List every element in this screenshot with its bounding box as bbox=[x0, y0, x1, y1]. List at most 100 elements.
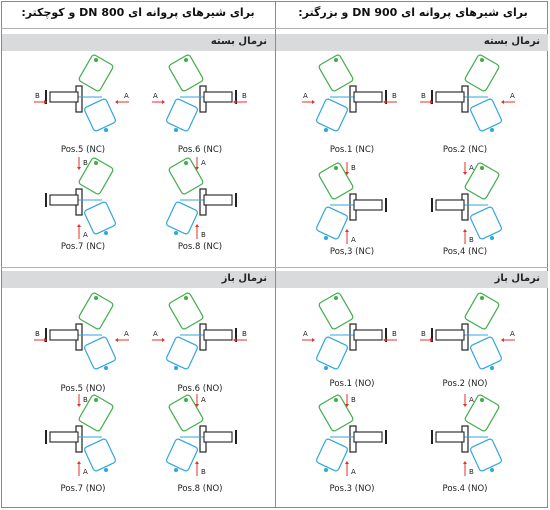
flow-arrow-head bbox=[44, 100, 47, 104]
green-actuator-port bbox=[480, 166, 484, 170]
green-actuator bbox=[78, 157, 114, 195]
flow-label: A bbox=[510, 92, 515, 100]
blue-actuator bbox=[316, 206, 348, 240]
flow-arrow-head bbox=[383, 338, 386, 342]
caption-pos4-nc: Pos,4 (NC) bbox=[442, 247, 488, 257]
valve-diagram-pos8-nc: AB bbox=[166, 157, 237, 239]
band-normally-closed-left: نرمال بسته bbox=[2, 34, 275, 51]
gearbox bbox=[49, 194, 79, 206]
flow-arrow-head bbox=[463, 229, 467, 232]
gearbox bbox=[353, 91, 383, 103]
flow-label: B bbox=[421, 330, 426, 338]
flow-arrow-head bbox=[162, 100, 165, 104]
flow-label: B bbox=[201, 468, 206, 476]
green-actuator bbox=[168, 292, 204, 330]
blue-actuator bbox=[166, 438, 198, 472]
caption-pos1-nc: Pos.1 (NC) bbox=[329, 145, 375, 155]
flow-arrow-head bbox=[430, 338, 433, 342]
caption-pos4-no: Pos.4 (NO) bbox=[442, 484, 488, 494]
blue-actuator bbox=[84, 438, 116, 472]
blue-actuator bbox=[84, 201, 116, 235]
blue-actuator-port bbox=[490, 128, 494, 132]
flow-label: B bbox=[421, 92, 426, 100]
flow-arrow-head bbox=[44, 338, 47, 342]
flow-label: A bbox=[303, 92, 308, 100]
valve-diagram-pos4-no: AB bbox=[431, 394, 502, 476]
flow-label: A bbox=[469, 164, 474, 172]
caption-pos1-no: Pos.1 (NO) bbox=[329, 379, 375, 389]
green-actuator-port bbox=[480, 58, 484, 62]
blue-actuator-port bbox=[104, 468, 108, 472]
green-actuator bbox=[318, 162, 354, 200]
blue-actuator bbox=[316, 336, 348, 370]
blue-actuator-port bbox=[174, 231, 178, 235]
band-normally-closed-right: نرمال بسته bbox=[276, 34, 548, 51]
blue-actuator-port bbox=[174, 468, 178, 472]
flow-arrow-head bbox=[463, 172, 467, 175]
green-actuator-port bbox=[480, 398, 484, 402]
flow-label: B bbox=[35, 92, 40, 100]
flow-arrow-head bbox=[345, 229, 349, 232]
flow-label: B bbox=[351, 164, 356, 172]
flow-label: A bbox=[153, 330, 158, 338]
green-actuator-port bbox=[334, 296, 338, 300]
blue-actuator-port bbox=[324, 236, 328, 240]
flow-arrow-head bbox=[501, 100, 504, 104]
caption-pos2-nc: Pos.2 (NC) bbox=[442, 145, 488, 155]
flow-label: A bbox=[351, 236, 356, 244]
valve-diagram-pos4-nc: AB bbox=[431, 162, 502, 244]
blue-actuator bbox=[84, 336, 116, 370]
flow-label: B bbox=[351, 396, 356, 404]
flow-label: A bbox=[124, 330, 129, 338]
flow-arrow-head bbox=[430, 100, 433, 104]
flow-label: B bbox=[469, 236, 474, 244]
flow-arrow-head bbox=[312, 338, 315, 342]
gearbox bbox=[353, 431, 383, 443]
section-rule bbox=[1, 267, 548, 268]
flow-arrow-head bbox=[77, 404, 81, 407]
flow-arrow-head bbox=[195, 167, 199, 170]
flow-arrow-head bbox=[195, 224, 199, 227]
flow-arrow-head bbox=[233, 100, 236, 104]
green-actuator bbox=[168, 157, 204, 195]
caption-pos3-nc: Pos,3 (NC) bbox=[329, 247, 375, 257]
gearbox bbox=[49, 329, 79, 341]
flow-label: B bbox=[83, 396, 88, 404]
caption-pos8-no: Pos.8 (NO) bbox=[177, 484, 223, 494]
green-actuator bbox=[318, 54, 354, 92]
band-normally-open-left: نرمال باز bbox=[2, 271, 275, 288]
flow-label: A bbox=[510, 330, 515, 338]
flow-label: A bbox=[469, 396, 474, 404]
flow-label: A bbox=[201, 396, 206, 404]
gearbox bbox=[203, 91, 233, 103]
green-actuator bbox=[464, 162, 500, 200]
flow-arrow-head bbox=[463, 461, 467, 464]
flow-arrow-head bbox=[463, 404, 467, 407]
flow-arrow-head bbox=[345, 404, 349, 407]
gearbox bbox=[353, 199, 383, 211]
green-actuator bbox=[168, 54, 204, 92]
flow-arrow-head bbox=[162, 338, 165, 342]
flow-arrow-head bbox=[77, 167, 81, 170]
valve-diagram-pos7-nc: BA bbox=[45, 157, 116, 239]
blue-actuator bbox=[166, 201, 198, 235]
gearbox bbox=[203, 431, 233, 443]
green-actuator-port bbox=[334, 398, 338, 402]
blue-actuator-port bbox=[174, 366, 178, 370]
caption-pos2-no: Pos.2 (NO) bbox=[442, 379, 488, 389]
heading-rule bbox=[1, 28, 548, 29]
flow-label: B bbox=[35, 330, 40, 338]
gearbox bbox=[203, 329, 233, 341]
flow-label: A bbox=[201, 159, 206, 167]
blue-actuator-port bbox=[324, 468, 328, 472]
green-actuator bbox=[78, 54, 114, 92]
heading-dn800: برای شیرهای پروانه ای DN 800 و کوچکتر: bbox=[21, 6, 255, 19]
green-actuator-port bbox=[184, 296, 188, 300]
